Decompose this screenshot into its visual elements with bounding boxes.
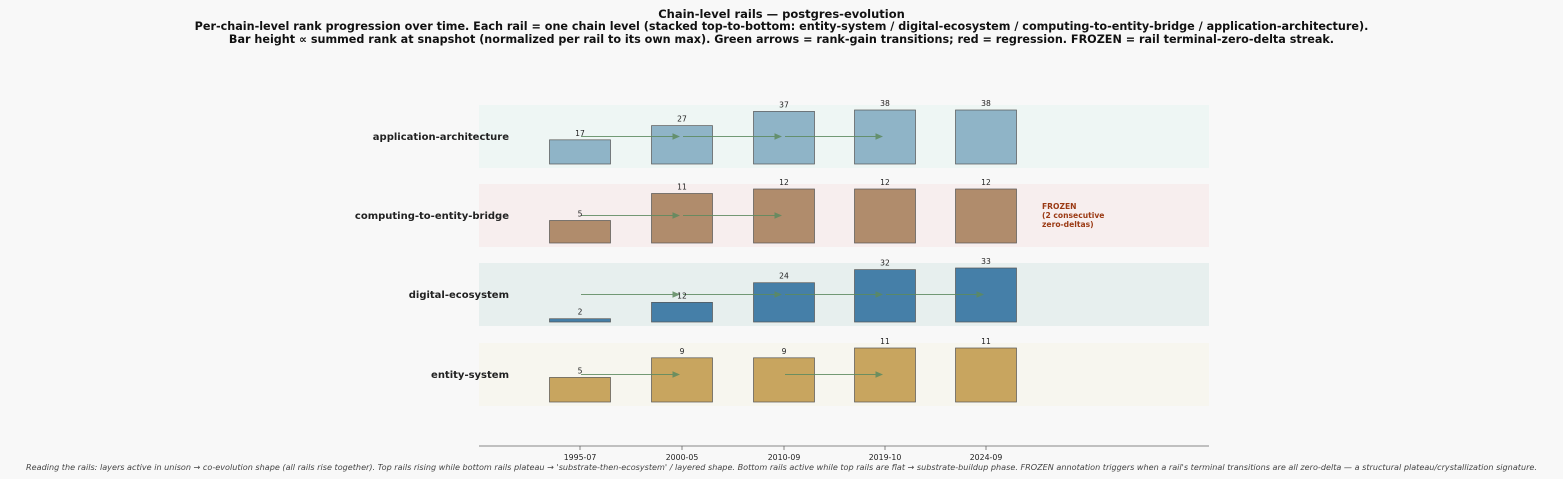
bar-application-architecture-2010-09 <box>753 111 815 165</box>
value-label-entity-system-2000-05: 9 <box>680 347 685 356</box>
value-label-digital-ecosystem-2024-09: 33 <box>981 257 991 266</box>
x-tick-label-2024-09: 2024-09 <box>970 453 1003 462</box>
bar-entity-system-2024-09 <box>955 347 1017 403</box>
bar-entity-system-2000-05 <box>651 357 713 403</box>
value-label-application-architecture-2000-05: 27 <box>677 115 687 124</box>
value-label-computing-to-entity-bridge-1995-07: 5 <box>578 210 583 219</box>
value-label-digital-ecosystem-1995-07: 2 <box>578 308 583 317</box>
x-tick-label-2019-10: 2019-10 <box>869 453 902 462</box>
x-tick-label-2010-09: 2010-09 <box>768 453 801 462</box>
rail-label-application-architecture: application-architecture <box>373 132 509 143</box>
chart-title: Chain-level rails — postgres-evolution <box>658 7 905 21</box>
x-tick-label-2000-05: 2000-05 <box>666 453 699 462</box>
bar-computing-to-entity-bridge-1995-07 <box>549 220 611 244</box>
value-label-computing-to-entity-bridge-2024-09: 12 <box>981 178 991 187</box>
rail-label-computing-to-entity-bridge: computing-to-entity-bridge <box>355 211 509 222</box>
bar-digital-ecosystem-2019-10 <box>854 269 916 323</box>
bar-application-architecture-2024-09 <box>955 109 1017 165</box>
frozen-annotation-line-1: FROZEN <box>1042 202 1077 211</box>
value-label-application-architecture-2010-09: 37 <box>779 100 789 109</box>
chart-subtitle-line-2: Bar height ∝ summed rank at snapshot (no… <box>228 33 1335 46</box>
value-label-digital-ecosystem-2019-10: 32 <box>880 259 890 268</box>
value-label-application-architecture-1995-07: 17 <box>575 129 585 138</box>
frozen-annotation-line-3: zero-deltas) <box>1042 220 1094 229</box>
value-label-digital-ecosystem-2010-09: 24 <box>779 272 789 281</box>
bar-entity-system-2010-09 <box>753 357 815 403</box>
value-label-digital-ecosystem-2000-05: 12 <box>677 291 687 300</box>
bar-entity-system-1995-07 <box>549 377 611 403</box>
rail-label-digital-ecosystem: digital-ecosystem <box>409 290 509 301</box>
bar-digital-ecosystem-2000-05 <box>651 302 713 323</box>
value-label-application-architecture-2024-09: 38 <box>981 99 991 108</box>
value-label-entity-system-2010-09: 9 <box>782 347 787 356</box>
bar-application-architecture-1995-07 <box>549 139 611 165</box>
value-label-application-architecture-2019-10: 38 <box>880 99 890 108</box>
bar-digital-ecosystem-1995-07 <box>549 318 611 323</box>
bar-digital-ecosystem-2010-09 <box>753 282 815 323</box>
value-label-computing-to-entity-bridge-2019-10: 12 <box>880 178 890 187</box>
chart-footnote: Reading the rails: layers active in unis… <box>26 462 1537 472</box>
bar-computing-to-entity-bridge-2000-05 <box>651 193 713 244</box>
frozen-annotation-line-2: (2 consecutive <box>1042 211 1104 220</box>
chart-subtitle-line-1: Per-chain-level rank progression over ti… <box>194 20 1369 33</box>
bar-computing-to-entity-bridge-2024-09 <box>955 188 1017 244</box>
value-label-entity-system-2024-09: 11 <box>981 337 991 346</box>
value-label-computing-to-entity-bridge-2000-05: 11 <box>677 183 687 192</box>
bar-computing-to-entity-bridge-2019-10 <box>854 188 916 244</box>
rail-label-entity-system: entity-system <box>431 370 509 381</box>
value-label-entity-system-1995-07: 5 <box>578 366 583 375</box>
value-label-computing-to-entity-bridge-2010-09: 12 <box>779 178 789 187</box>
bar-application-architecture-2000-05 <box>651 125 713 165</box>
value-label-entity-system-2019-10: 11 <box>880 337 890 346</box>
x-tick-label-1995-07: 1995-07 <box>564 453 597 462</box>
